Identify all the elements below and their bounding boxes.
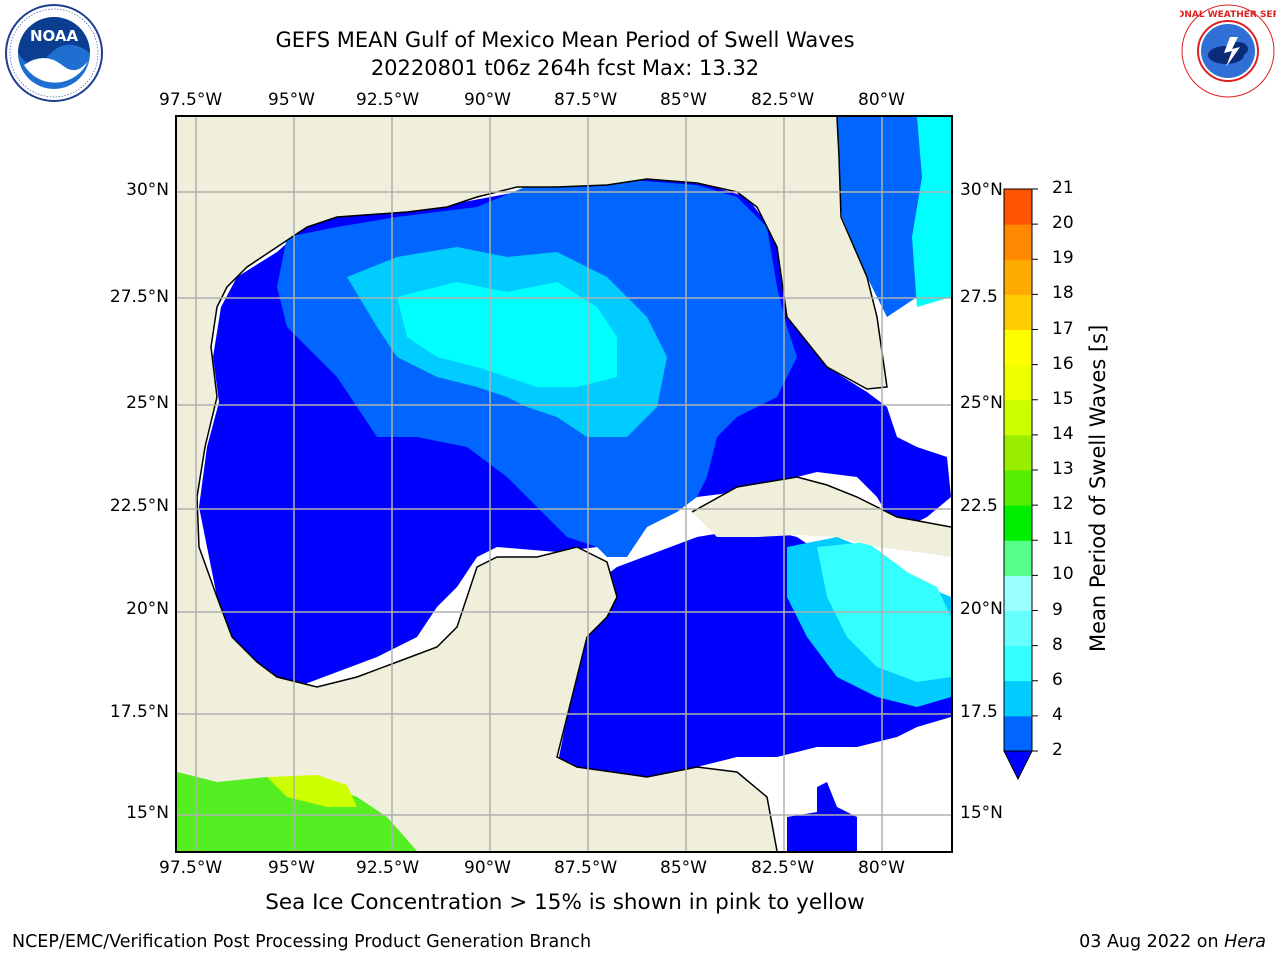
colorbar-segment	[1004, 505, 1032, 541]
colorbar-segment	[1004, 294, 1032, 330]
colorbar-tick-label: 9	[1052, 599, 1063, 620]
colorbar-segment	[1004, 364, 1032, 401]
colorbar-tick-label: 16	[1052, 353, 1074, 374]
colorbar-segment	[1004, 610, 1032, 647]
lat-label-right: 25°N	[960, 393, 1003, 413]
coastlines	[196, 117, 951, 851]
colorbar-segment	[1004, 680, 1032, 717]
colorbar-segment	[1004, 470, 1032, 506]
colorbar-tick-label: 19	[1052, 248, 1074, 269]
colorbar-tick-label: 8	[1052, 634, 1063, 655]
caribbean-south-lt2	[787, 782, 857, 851]
footer-host: Hera	[1224, 932, 1266, 952]
lon-label-bottom: 82.5°W	[751, 858, 815, 878]
lon-label-bottom: 95°W	[268, 858, 315, 878]
east-coast-6to8	[912, 117, 951, 307]
cuba-land	[692, 477, 951, 557]
colorbar-segment	[1004, 434, 1032, 471]
colorbar-tick-label: 4	[1052, 704, 1063, 725]
lon-label-bottom: 85°W	[660, 858, 707, 878]
nws-logo: NATIONAL WEATHER SERVICE	[1180, 4, 1276, 98]
swell-period-map	[177, 117, 951, 851]
colorbar-segment	[1004, 189, 1032, 225]
colorbar-tick-label: 15	[1052, 388, 1074, 409]
lon-label-bottom: 87.5°W	[554, 858, 618, 878]
noaa-logo-text: NOAA	[30, 27, 79, 45]
lon-label-top: 87.5°W	[554, 90, 618, 110]
colorbar-segment	[1004, 399, 1032, 436]
noaa-logo: NOAA	[5, 4, 103, 102]
footer-left: NCEP/EMC/Verification Post Processing Pr…	[12, 932, 592, 952]
map-area	[175, 115, 953, 853]
colorbar-segment	[1004, 224, 1032, 260]
lat-label-right: 17.5	[960, 702, 998, 722]
lat-label-left: 25°N	[126, 393, 169, 413]
lat-label-left: 20°N	[126, 599, 169, 619]
graticule	[177, 117, 951, 851]
colorbar-tick-label: 10	[1052, 564, 1074, 585]
lat-label-right: 15°N	[960, 803, 1003, 823]
lon-label-top: 97.5°W	[159, 90, 223, 110]
colorbar-tick-label: 12	[1052, 494, 1074, 515]
mexico-land	[177, 497, 777, 851]
lon-label-bottom: 97.5°W	[159, 858, 223, 878]
lon-label-top: 92.5°W	[356, 90, 420, 110]
lon-label-bottom: 90°W	[464, 858, 511, 878]
chart-title: GEFS MEAN Gulf of Mexico Mean Period of …	[275, 28, 855, 52]
colorbar-extend-arrow	[1003, 750, 1033, 781]
colorbar-segment	[1004, 259, 1032, 295]
lon-label-top: 80°W	[858, 90, 905, 110]
lat-label-left: 30°N	[126, 180, 169, 200]
lat-label-right: 30°N	[960, 180, 1003, 200]
lat-label-left: 27.5°N	[109, 287, 169, 307]
colorbar-tick-label: 11	[1052, 529, 1074, 550]
lon-label-top: 82.5°W	[751, 90, 815, 110]
footer-date: 03 Aug 2022 on	[1079, 932, 1225, 952]
colorbar-tick-label: 14	[1052, 423, 1074, 444]
lat-label-left: 22.5°N	[109, 496, 169, 516]
lon-label-top: 95°W	[268, 90, 315, 110]
colorbar-segment	[1004, 329, 1032, 366]
lon-label-bottom: 80°W	[858, 858, 905, 878]
gulf-6to8-band	[397, 282, 617, 387]
colorbar-tick-label: 18	[1052, 283, 1074, 304]
lat-label-left: 15°N	[126, 803, 169, 823]
pacific-lime-region	[267, 775, 357, 807]
sea-ice-note: Sea Ice Concentration > 15% is shown in …	[265, 890, 865, 915]
lat-label-right: 20°N	[960, 599, 1003, 619]
lat-label-right: 22.5	[960, 496, 998, 516]
colorbar-tick-label: 20	[1052, 213, 1074, 234]
colorbar-segment	[1004, 540, 1032, 576]
lon-label-bottom: 92.5°W	[356, 858, 420, 878]
lat-label-left: 17.5°N	[109, 702, 169, 722]
colorbar-segment	[1004, 715, 1032, 752]
lon-label-top: 85°W	[660, 90, 707, 110]
colorbar-tick-label: 13	[1052, 459, 1074, 479]
colorbar-tick-label: 17	[1052, 318, 1074, 339]
colorbar-segment	[1004, 645, 1032, 682]
nws-logo-text: NATIONAL WEATHER SERVICE	[1180, 10, 1276, 20]
colorbar	[1003, 188, 1038, 781]
lon-label-top: 90°W	[464, 90, 511, 110]
colorbar-label: Mean Period of Swell Waves [s]	[1086, 324, 1110, 652]
us-gulf-coast-land	[177, 117, 887, 497]
colorbar-tick-label: 21	[1052, 178, 1074, 198]
colorbar-segment	[1004, 575, 1032, 611]
pacific-green-region	[177, 772, 417, 851]
colorbar-tick-label: 6	[1052, 669, 1063, 690]
chart-subtitle: 20220801 t06z 264h fcst Max: 13.32	[370, 56, 760, 80]
footer-right: 03 Aug 2022 on Hera	[1079, 932, 1266, 952]
colorbar-tick-label: 2	[1052, 740, 1063, 760]
lat-label-right: 27.5	[960, 287, 998, 307]
